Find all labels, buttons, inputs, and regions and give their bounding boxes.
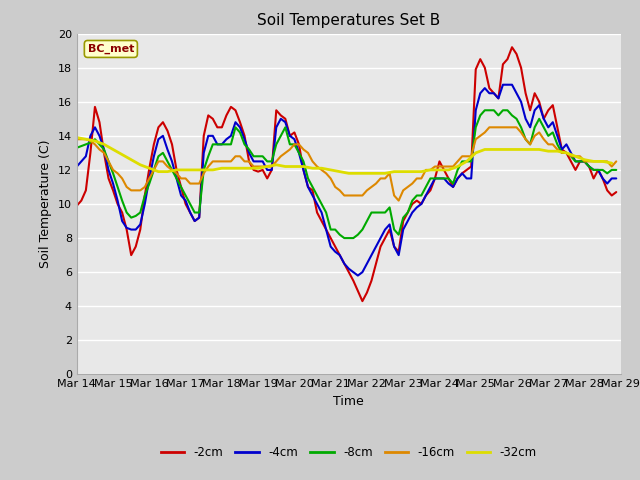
-16cm (218, 158, 226, 164)
Legend: -2cm, -4cm, -8cm, -16cm, -32cm: -2cm, -4cm, -8cm, -16cm, -32cm (156, 442, 541, 464)
-2cm (73, 203, 81, 209)
-32cm (227, 165, 235, 171)
Line: -32cm: -32cm (77, 138, 612, 173)
-4cm (354, 273, 362, 278)
-2cm (218, 124, 226, 130)
-4cm (377, 235, 385, 241)
-8cm (481, 108, 489, 113)
-4cm (499, 82, 507, 87)
-8cm (449, 180, 457, 186)
Y-axis label: Soil Temperature (C): Soil Temperature (C) (39, 140, 52, 268)
-8cm (612, 167, 620, 173)
-32cm (417, 169, 425, 175)
-16cm (395, 198, 403, 204)
-32cm (608, 160, 616, 166)
-4cm (186, 210, 194, 216)
-16cm (508, 124, 516, 130)
-16cm (486, 124, 493, 130)
-32cm (345, 170, 353, 176)
-8cm (340, 235, 348, 241)
-8cm (604, 170, 611, 176)
-8cm (218, 142, 226, 147)
-4cm (508, 82, 516, 87)
-32cm (209, 167, 216, 173)
-16cm (73, 136, 81, 142)
-16cm (372, 180, 380, 186)
-2cm (186, 210, 194, 216)
Title: Soil Temperatures Set B: Soil Temperatures Set B (257, 13, 440, 28)
Text: BC_met: BC_met (88, 44, 134, 54)
-16cm (604, 158, 611, 164)
-32cm (73, 135, 81, 141)
-8cm (186, 201, 194, 207)
-2cm (358, 298, 366, 304)
-4cm (449, 184, 457, 190)
-2cm (377, 244, 385, 250)
Line: -8cm: -8cm (77, 110, 616, 238)
-2cm (612, 189, 620, 195)
-2cm (508, 44, 516, 50)
X-axis label: Time: Time (333, 395, 364, 408)
-32cm (245, 165, 253, 171)
Line: -4cm: -4cm (77, 84, 616, 276)
-8cm (508, 112, 516, 118)
-4cm (73, 164, 81, 169)
-2cm (504, 56, 511, 62)
-2cm (449, 184, 457, 190)
-2cm (604, 188, 611, 193)
-8cm (73, 145, 81, 151)
-4cm (218, 142, 226, 147)
-16cm (612, 158, 620, 164)
-8cm (377, 210, 385, 216)
-4cm (604, 180, 611, 186)
Line: -16cm: -16cm (77, 127, 616, 201)
-32cm (254, 165, 262, 171)
Line: -2cm: -2cm (77, 47, 616, 301)
-32cm (164, 169, 172, 175)
-16cm (186, 180, 194, 186)
-4cm (612, 176, 620, 181)
-16cm (449, 164, 457, 169)
